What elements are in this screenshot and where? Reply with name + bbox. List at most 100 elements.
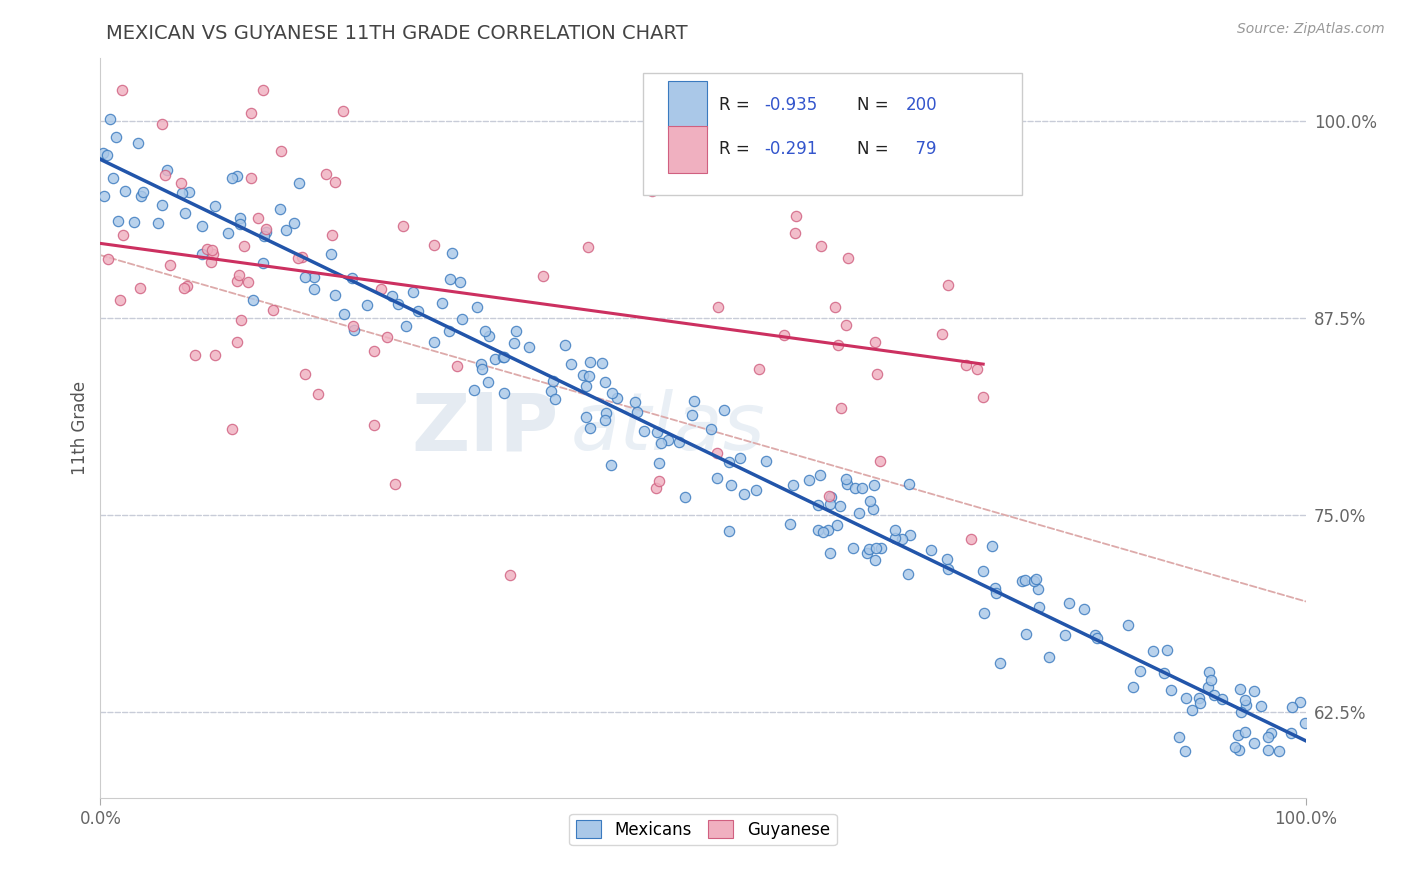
- Point: [1174, 691, 1197, 706]
- Text: 79: 79: [905, 140, 936, 159]
- Point: [333, 307, 356, 321]
- Point: [668, 434, 690, 449]
- Point: [191, 247, 214, 261]
- Point: [837, 251, 859, 265]
- Point: [1257, 730, 1279, 744]
- Point: [574, 379, 596, 393]
- Point: [262, 302, 284, 317]
- Point: [936, 551, 959, 566]
- Point: [606, 391, 628, 405]
- Point: [156, 162, 179, 177]
- Point: [254, 221, 277, 235]
- Text: -0.935: -0.935: [765, 96, 818, 114]
- Point: [720, 478, 742, 492]
- Point: [105, 129, 128, 144]
- Point: [122, 215, 145, 229]
- Point: [848, 507, 870, 521]
- Point: [576, 240, 599, 254]
- Point: [645, 425, 668, 439]
- Point: [343, 323, 366, 337]
- Point: [827, 338, 849, 352]
- Point: [835, 318, 858, 332]
- Point: [1057, 596, 1080, 610]
- Point: [578, 369, 600, 384]
- Point: [342, 318, 364, 333]
- Point: [150, 198, 173, 212]
- Point: [575, 410, 598, 425]
- Point: [1189, 696, 1212, 710]
- Point: [1197, 680, 1219, 694]
- Point: [499, 568, 522, 582]
- Point: [204, 198, 226, 212]
- Point: [471, 362, 494, 376]
- Point: [863, 335, 886, 350]
- Point: [1250, 698, 1272, 713]
- Point: [891, 532, 914, 546]
- Point: [856, 546, 879, 560]
- Point: [195, 242, 218, 256]
- Point: [446, 359, 468, 373]
- Point: [817, 523, 839, 537]
- Point: [820, 490, 842, 504]
- Point: [93, 188, 115, 202]
- Point: [801, 181, 824, 195]
- Point: [173, 206, 195, 220]
- Point: [477, 376, 499, 390]
- Point: [865, 553, 887, 567]
- Point: [173, 281, 195, 295]
- Point: [294, 269, 316, 284]
- Point: [451, 311, 474, 326]
- Point: [818, 496, 841, 510]
- FancyBboxPatch shape: [643, 73, 1022, 195]
- FancyBboxPatch shape: [668, 126, 707, 173]
- Point: [554, 338, 576, 352]
- Point: [291, 250, 314, 264]
- Point: [432, 296, 454, 310]
- Point: [1227, 743, 1250, 757]
- Point: [363, 343, 385, 358]
- Point: [650, 435, 672, 450]
- Point: [201, 244, 224, 258]
- Point: [972, 564, 994, 578]
- Point: [1142, 644, 1164, 658]
- Point: [517, 340, 540, 354]
- Point: [107, 214, 129, 228]
- Point: [492, 386, 515, 401]
- Point: [1014, 573, 1036, 587]
- Point: [304, 269, 326, 284]
- Point: [797, 473, 820, 487]
- Point: [1230, 705, 1253, 719]
- Point: [247, 211, 270, 225]
- Point: [955, 358, 977, 372]
- Point: [233, 239, 256, 253]
- Point: [1025, 572, 1047, 586]
- Point: [824, 300, 846, 314]
- Text: R =: R =: [718, 96, 749, 114]
- Point: [148, 217, 170, 231]
- Y-axis label: 11th Grade: 11th Grade: [72, 381, 89, 475]
- Point: [818, 489, 841, 503]
- Point: [591, 356, 613, 370]
- Point: [129, 188, 152, 202]
- Point: [600, 458, 623, 473]
- Point: [717, 524, 740, 538]
- Point: [859, 494, 882, 508]
- Point: [370, 282, 392, 296]
- Point: [254, 225, 277, 239]
- Point: [270, 144, 292, 158]
- Point: [1188, 690, 1211, 705]
- Point: [862, 502, 884, 516]
- Point: [820, 546, 842, 560]
- Point: [600, 385, 623, 400]
- Point: [936, 278, 959, 293]
- Point: [449, 275, 471, 289]
- Point: [114, 184, 136, 198]
- Point: [440, 246, 463, 260]
- Point: [972, 390, 994, 404]
- Point: [713, 403, 735, 417]
- Point: [966, 361, 988, 376]
- Point: [1229, 682, 1251, 697]
- Point: [1294, 716, 1316, 731]
- Point: [252, 83, 274, 97]
- Point: [1279, 725, 1302, 739]
